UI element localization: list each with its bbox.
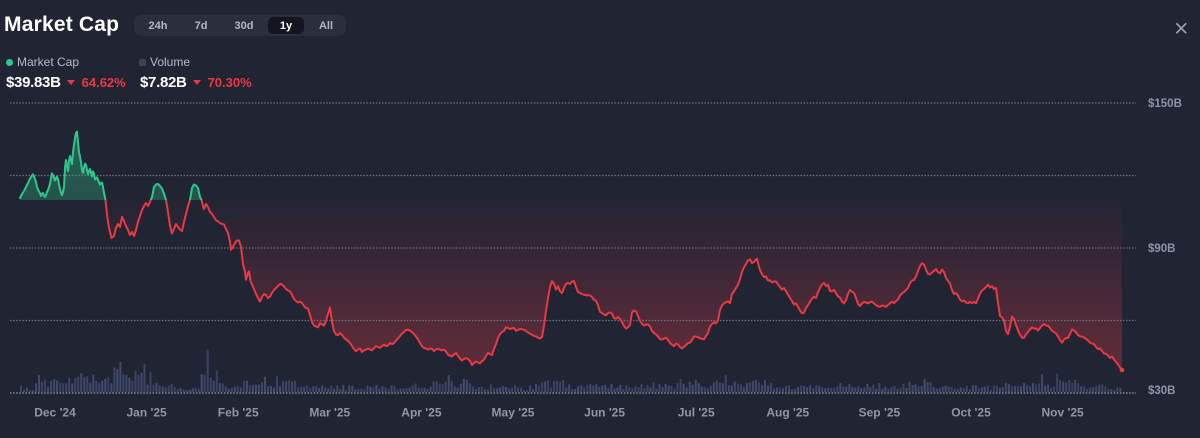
svg-text:Nov '25: Nov '25 <box>1041 406 1084 420</box>
svg-text:Jun '25: Jun '25 <box>584 406 625 420</box>
svg-text:Mar '25: Mar '25 <box>309 406 350 420</box>
svg-text:$150B: $150B <box>1148 98 1182 110</box>
svg-text:May '25: May '25 <box>492 406 535 420</box>
svg-text:Dec '24: Dec '24 <box>34 406 76 420</box>
svg-text:Jul '25: Jul '25 <box>678 406 715 420</box>
svg-text:$30B: $30B <box>1148 385 1176 397</box>
svg-text:Aug '25: Aug '25 <box>766 406 809 420</box>
svg-text:Apr '25: Apr '25 <box>401 406 442 420</box>
svg-text:Sep '25: Sep '25 <box>859 406 901 420</box>
svg-text:Jan '25: Jan '25 <box>126 406 167 420</box>
svg-text:Feb '25: Feb '25 <box>218 406 259 420</box>
svg-text:Oct '25: Oct '25 <box>951 406 991 420</box>
svg-text:$90B: $90B <box>1148 243 1176 255</box>
